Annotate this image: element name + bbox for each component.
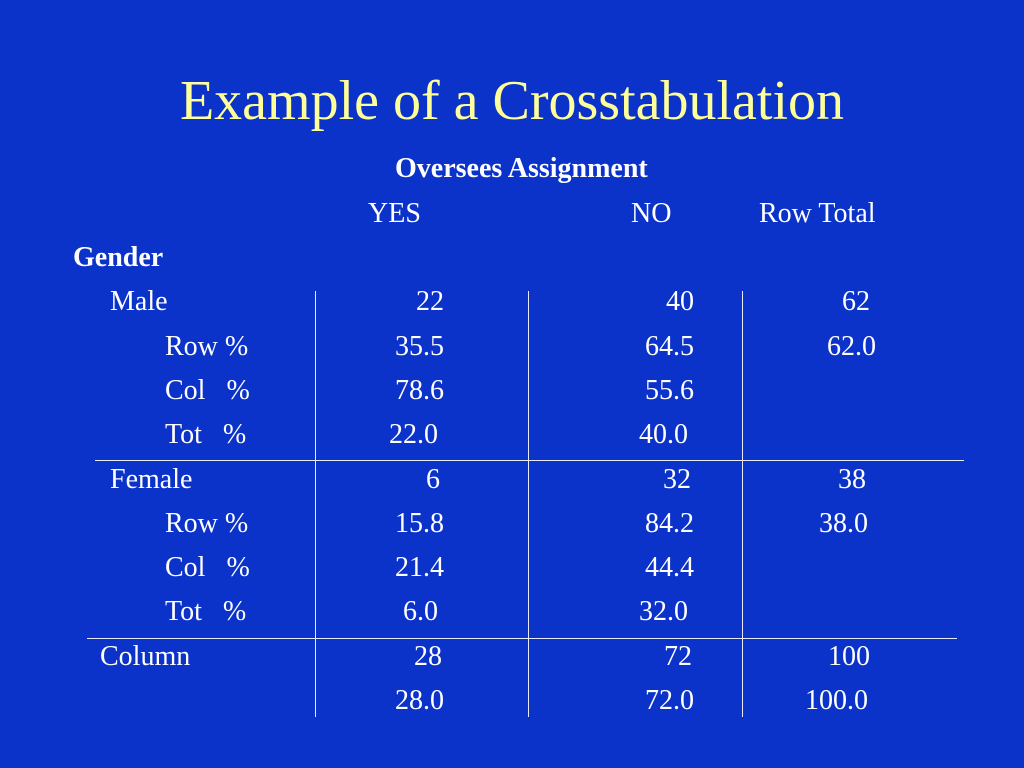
column-total-pct-no: 72.0 bbox=[645, 685, 694, 716]
female-col-pct-no: 44.4 bbox=[645, 552, 694, 583]
table-divider-vertical bbox=[528, 291, 529, 717]
column-total-label: Column bbox=[100, 641, 191, 672]
female-count-total: 38 bbox=[838, 464, 866, 495]
male-col-pct-yes: 78.6 bbox=[395, 375, 444, 406]
column-variable-header: Oversees Assignment bbox=[395, 153, 648, 184]
column-total-count-total: 100 bbox=[828, 641, 870, 672]
table-divider-vertical bbox=[742, 291, 743, 717]
female-count-no: 32 bbox=[663, 464, 691, 495]
female-col-pct-label: Col % bbox=[165, 552, 250, 583]
male-row-pct-no: 64.5 bbox=[645, 331, 694, 362]
column-header-no: NO bbox=[631, 198, 672, 229]
table-divider-horizontal bbox=[87, 638, 957, 639]
female-row-pct-no: 84.2 bbox=[645, 508, 694, 539]
female-row-pct-label: Row % bbox=[165, 508, 249, 539]
female-tot-pct-yes: 6.0 bbox=[403, 596, 438, 627]
male-row-pct-yes: 35.5 bbox=[395, 331, 444, 362]
male-col-pct-label: Col % bbox=[165, 375, 250, 406]
female-tot-pct-label: Tot % bbox=[165, 596, 247, 627]
male-count-yes: 22 bbox=[416, 286, 444, 317]
column-total-count-no: 72 bbox=[664, 641, 692, 672]
column-total-pct-total: 100.0 bbox=[805, 685, 868, 716]
row-variable-header: Gender bbox=[73, 242, 164, 273]
male-count-total: 62 bbox=[842, 286, 870, 317]
table-divider-vertical bbox=[315, 291, 316, 717]
female-count-yes: 6 bbox=[426, 464, 440, 495]
male-tot-pct-yes: 22.0 bbox=[389, 419, 438, 450]
column-header-row-total: Row Total bbox=[759, 198, 876, 229]
male-row-pct-label: Row % bbox=[165, 331, 249, 362]
female-tot-pct-no: 32.0 bbox=[639, 596, 688, 627]
table-divider-horizontal bbox=[95, 460, 964, 461]
male-count-no: 40 bbox=[666, 286, 694, 317]
female-col-pct-yes: 21.4 bbox=[395, 552, 444, 583]
column-header-yes: YES bbox=[368, 198, 421, 229]
male-tot-pct-no: 40.0 bbox=[639, 419, 688, 450]
group-label-female: Female bbox=[110, 464, 193, 495]
slide-title: Example of a Crosstabulation bbox=[179, 70, 845, 132]
male-tot-pct-label: Tot % bbox=[165, 419, 247, 450]
column-total-count-yes: 28 bbox=[414, 641, 442, 672]
group-label-male: Male bbox=[110, 286, 168, 317]
column-total-pct-yes: 28.0 bbox=[395, 685, 444, 716]
male-row-pct-total: 62.0 bbox=[827, 331, 876, 362]
male-col-pct-no: 55.6 bbox=[645, 375, 694, 406]
female-row-pct-yes: 15.8 bbox=[395, 508, 444, 539]
female-row-pct-total: 38.0 bbox=[819, 508, 868, 539]
